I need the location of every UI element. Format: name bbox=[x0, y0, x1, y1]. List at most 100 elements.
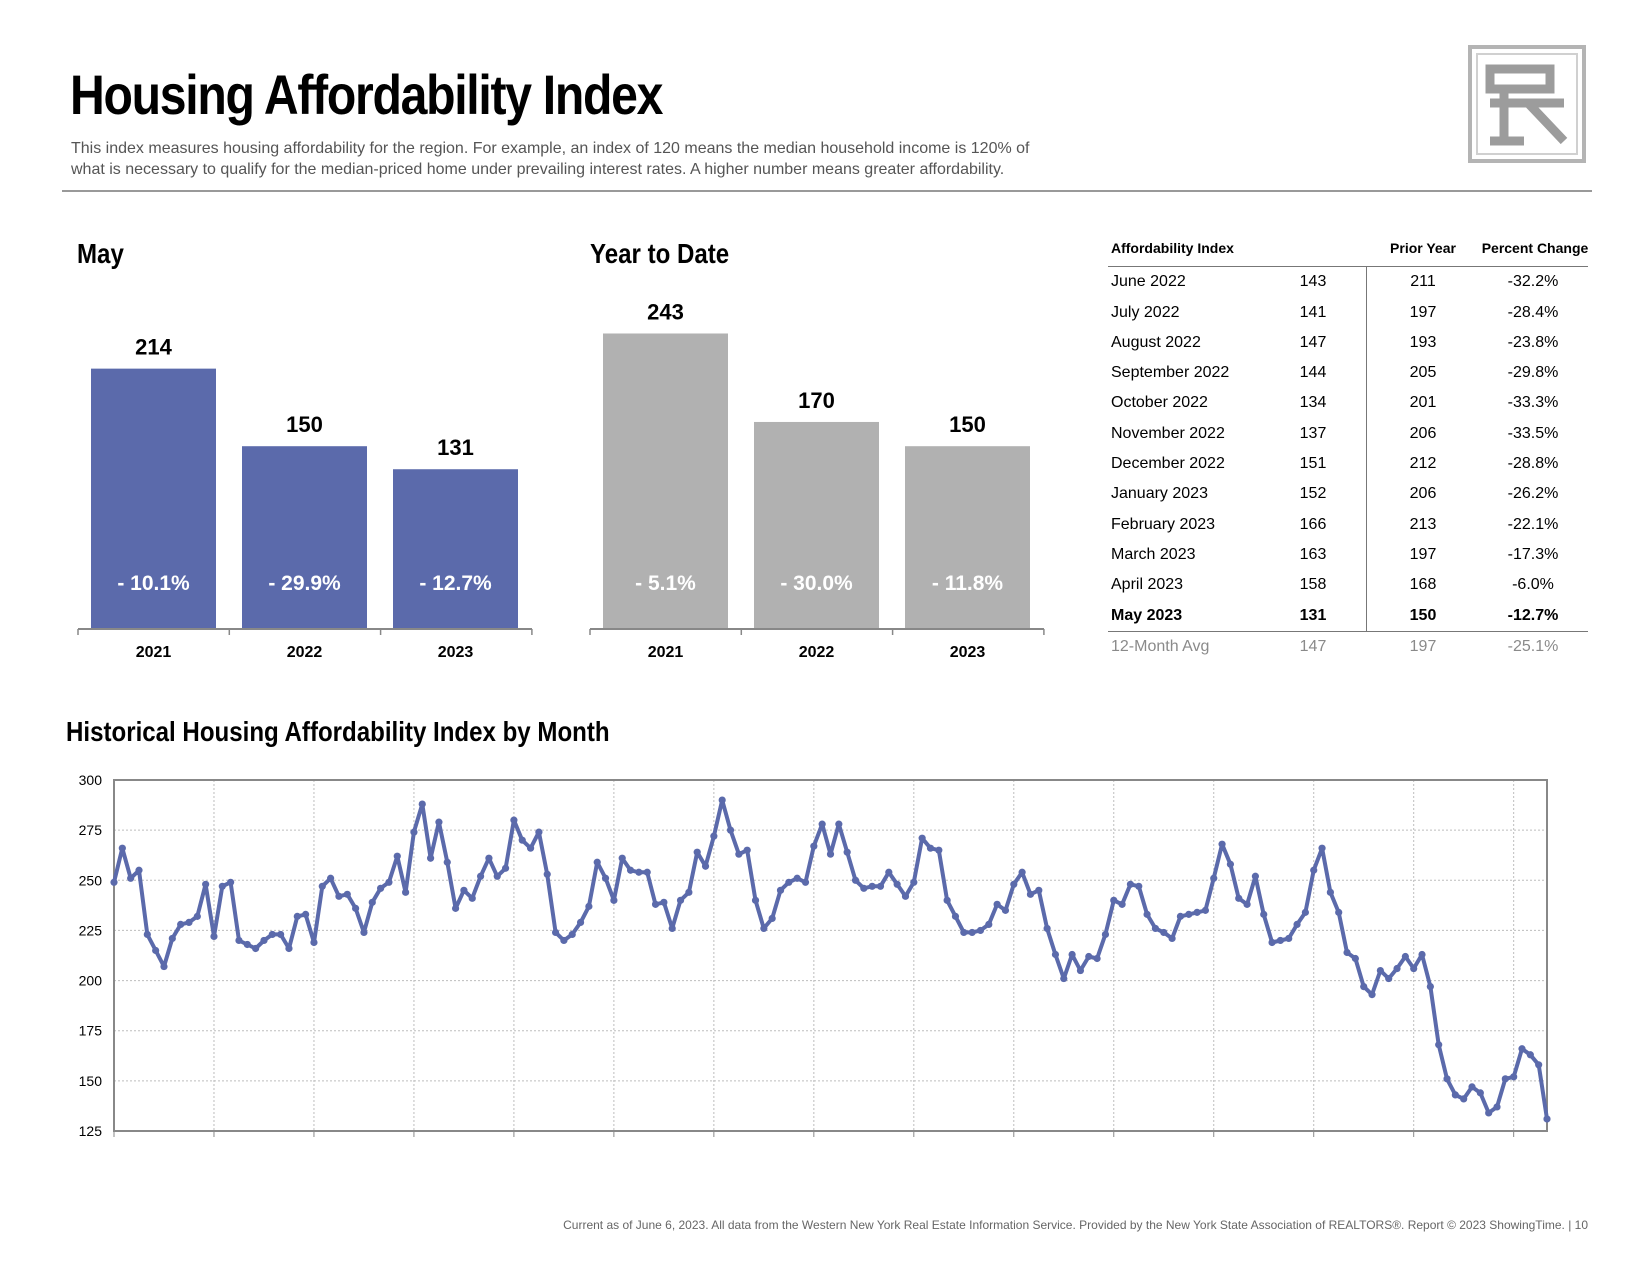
table-row: February 2023 166 213 -22.1% bbox=[1108, 510, 1588, 540]
data-point bbox=[1160, 928, 1168, 937]
data-point bbox=[610, 896, 618, 904]
data-point bbox=[218, 882, 226, 890]
data-point bbox=[352, 904, 360, 912]
data-point bbox=[1235, 894, 1243, 902]
data-point bbox=[1251, 872, 1260, 880]
may-bar-2021 bbox=[91, 368, 216, 628]
data-point bbox=[1018, 868, 1026, 876]
data-point bbox=[1010, 880, 1018, 888]
ytd-value-label-2023: 150 bbox=[949, 412, 986, 437]
data-point bbox=[935, 846, 943, 854]
data-point bbox=[1501, 1075, 1509, 1083]
data-point bbox=[735, 850, 743, 858]
data-point bbox=[143, 930, 151, 939]
data-point bbox=[493, 872, 501, 880]
may-bar-2022 bbox=[242, 446, 367, 628]
data-point bbox=[335, 892, 343, 900]
summary-label: 12-Month Avg bbox=[1111, 637, 1210, 655]
may-category-label-2023: 2023 bbox=[438, 644, 474, 661]
x-tick-label: 1-2009 bbox=[92, 1143, 136, 1145]
data-point bbox=[810, 842, 818, 850]
data-point bbox=[985, 920, 993, 929]
row-percent-change: -29.8% bbox=[1507, 364, 1559, 382]
data-point bbox=[851, 876, 860, 884]
data-point bbox=[1135, 882, 1143, 890]
row-month: February 2023 bbox=[1111, 515, 1216, 533]
data-point bbox=[1318, 844, 1326, 852]
data-point bbox=[585, 902, 593, 910]
data-point bbox=[510, 816, 518, 824]
data-point bbox=[252, 944, 260, 953]
row-month: May 2023 bbox=[1111, 606, 1183, 624]
data-point bbox=[1168, 934, 1176, 943]
data-point bbox=[227, 878, 235, 886]
ytd-bar-2022 bbox=[754, 421, 879, 628]
data-point bbox=[1118, 900, 1126, 908]
row-index-value: 158 bbox=[1299, 576, 1327, 594]
data-point bbox=[1468, 1083, 1476, 1091]
data-point bbox=[668, 924, 676, 933]
data-point bbox=[393, 852, 401, 860]
data-point bbox=[826, 850, 835, 858]
data-point bbox=[243, 940, 251, 949]
row-month: January 2023 bbox=[1111, 485, 1208, 503]
data-point bbox=[268, 930, 276, 939]
data-point bbox=[801, 878, 810, 886]
row-prior-year: 212 bbox=[1409, 455, 1437, 473]
data-point bbox=[293, 912, 301, 920]
data-point bbox=[918, 834, 926, 842]
data-point bbox=[260, 936, 268, 945]
data-point bbox=[993, 900, 1001, 908]
ytd-category-label-2022: 2022 bbox=[799, 644, 835, 661]
y-tick-label: 125 bbox=[79, 1123, 103, 1139]
may-change-label-2022: - 29.9% bbox=[268, 572, 341, 595]
data-point bbox=[693, 848, 701, 856]
data-point bbox=[1043, 924, 1051, 933]
row-percent-change: -33.3% bbox=[1507, 394, 1559, 412]
data-point bbox=[410, 828, 418, 836]
ytd-value-label-2022: 170 bbox=[798, 388, 835, 413]
may-category-label-2021: 2021 bbox=[136, 644, 172, 661]
data-point bbox=[1535, 1061, 1543, 1069]
data-point bbox=[660, 898, 668, 906]
header-divider bbox=[62, 190, 1592, 192]
data-point bbox=[1451, 1091, 1459, 1099]
header-affordability-index: Affordability Index bbox=[1111, 240, 1234, 256]
data-point bbox=[960, 928, 968, 937]
row-prior-year: 211 bbox=[1410, 273, 1436, 291]
data-point bbox=[235, 936, 243, 945]
data-point bbox=[876, 882, 885, 890]
row-month: September 2022 bbox=[1111, 364, 1230, 382]
data-point bbox=[1226, 860, 1235, 868]
data-point bbox=[177, 920, 185, 929]
ytd-bar-2023 bbox=[905, 446, 1030, 628]
data-point bbox=[635, 868, 643, 876]
data-point bbox=[1176, 912, 1185, 920]
row-index-value: 151 bbox=[1299, 455, 1327, 473]
y-tick-label: 275 bbox=[79, 822, 103, 838]
row-month: December 2022 bbox=[1111, 455, 1225, 473]
data-point bbox=[576, 918, 585, 927]
data-point bbox=[751, 896, 760, 904]
data-point bbox=[1243, 900, 1251, 908]
data-point bbox=[1076, 966, 1085, 975]
page-title: Housing Affordability Index bbox=[70, 63, 663, 126]
row-percent-change: -17.3% bbox=[1507, 545, 1559, 563]
data-point bbox=[1276, 936, 1284, 945]
row-percent-change: -6.0% bbox=[1512, 576, 1554, 594]
data-point bbox=[285, 944, 293, 953]
x-tick-label: 1-2011 bbox=[293, 1143, 336, 1145]
data-point bbox=[618, 854, 626, 862]
data-point bbox=[1126, 880, 1135, 888]
data-point bbox=[1060, 974, 1068, 983]
data-point bbox=[1001, 906, 1010, 914]
data-point bbox=[1385, 974, 1393, 983]
row-prior-year: 168 bbox=[1409, 576, 1437, 594]
data-point bbox=[118, 844, 126, 852]
data-point bbox=[560, 936, 568, 945]
data-point bbox=[860, 884, 868, 892]
data-point bbox=[1426, 982, 1434, 991]
row-index-value: 152 bbox=[1299, 485, 1327, 503]
data-point bbox=[360, 928, 368, 937]
data-point bbox=[193, 912, 201, 920]
